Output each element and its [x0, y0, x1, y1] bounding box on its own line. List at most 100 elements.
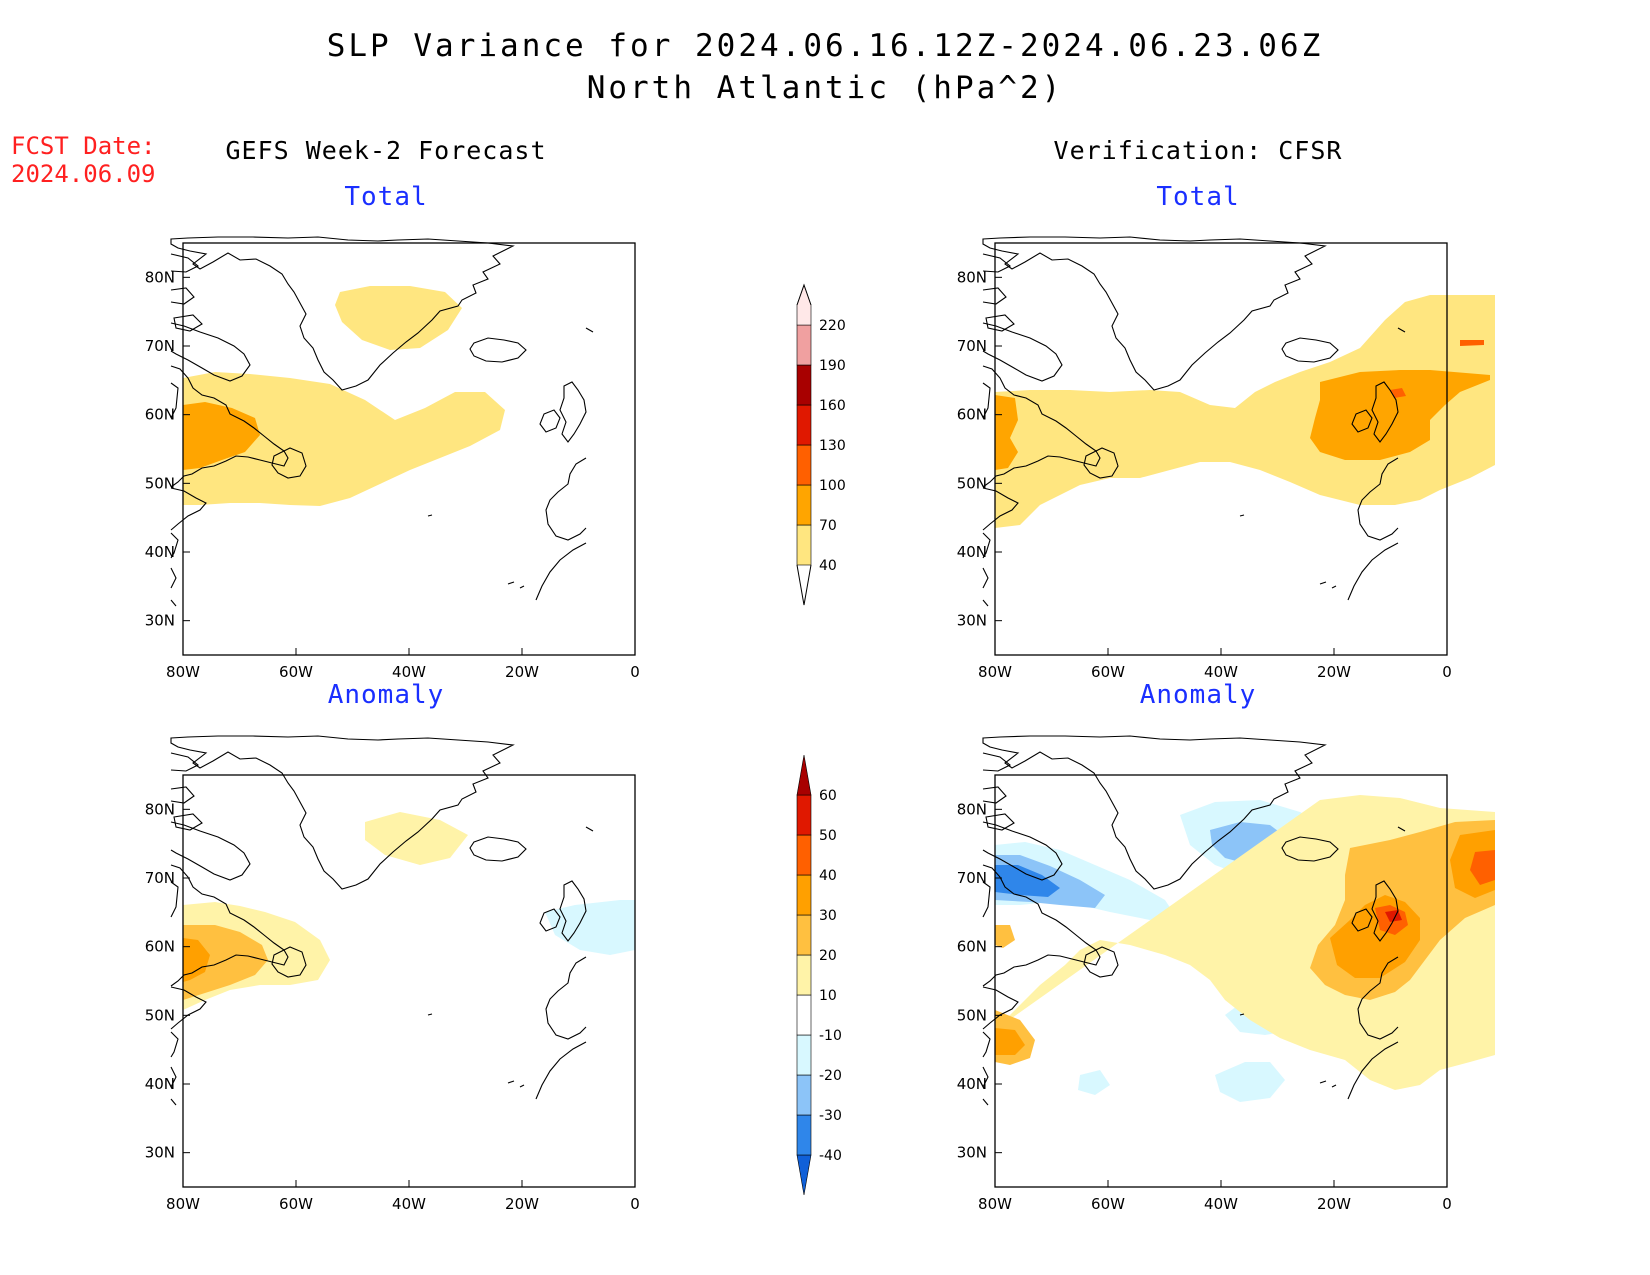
anomaly-colorbar-tick: 40	[819, 868, 837, 884]
verification-total-map	[995, 295, 1495, 528]
verification-total-lon-label: 80W	[978, 663, 1012, 681]
total-colorbar-tick: 40	[819, 558, 837, 574]
anomaly-colorbar-tick: -30	[819, 1108, 842, 1124]
forecast-total-lon-label: 80W	[166, 663, 200, 681]
total-colorbar-bottom-cap	[796, 564, 812, 606]
column-title-forecast: GEFS Week-2 Forecast	[225, 136, 547, 165]
verification-anomaly-lon-label: 0	[1442, 1195, 1452, 1213]
verification-anomaly-label: Anomaly	[1139, 680, 1257, 710]
anomaly-colorbar-tick: 50	[819, 828, 837, 844]
forecast-total-map	[183, 286, 505, 506]
verification-total-lat-label: 30N	[957, 612, 987, 630]
forecast-anomaly-lon-label: 0	[630, 1195, 640, 1213]
figure-title-line1: SLP Variance for 2024.06.16.12Z-2024.06.…	[326, 28, 1324, 64]
verification-anomaly-map	[995, 795, 1495, 1102]
verification-anomaly-lon-label: 60W	[1091, 1195, 1125, 1213]
total-colorbar-bin	[796, 404, 812, 446]
forecast-anomaly-lon-label: 80W	[166, 1195, 200, 1213]
anomaly-colorbar-bin	[796, 1034, 812, 1076]
forecast-total-lat-label: 30N	[145, 612, 175, 630]
anomaly-30-40-contour	[183, 938, 210, 982]
anomaly-minus-10-minus-20-contour	[545, 900, 635, 955]
verification-total-lon-label: 40W	[1204, 663, 1238, 681]
total-colorbar: 40 70 100 130 160 190 220	[796, 283, 846, 606]
total-colorbar-tick: 160	[819, 398, 846, 414]
anomaly-colorbar-tick: -10	[819, 1028, 842, 1044]
total-colorbar-tick: 70	[819, 518, 837, 534]
forecast-total-lat-label: 40N	[145, 543, 175, 561]
variance-100-130-contour	[1390, 340, 1484, 398]
anomaly-colorbar-tick: -40	[819, 1148, 842, 1164]
anomaly-colorbar-bin	[796, 1074, 812, 1116]
forecast-total-lat-label: 60N	[145, 406, 175, 424]
verification-anomaly-lat-label: 70N	[957, 869, 987, 887]
anomaly-colorbar-bin	[796, 994, 812, 1036]
anomaly-colorbar-bin	[796, 914, 812, 956]
forecast-total-lat-label: 80N	[145, 268, 175, 286]
verification-total-lat-label: 50N	[957, 474, 987, 492]
verification-total-lat-label: 80N	[957, 268, 987, 286]
forecast-anomaly-lon-label: 40W	[392, 1195, 426, 1213]
anomaly-minus-30-minus-40-contour	[995, 865, 1060, 897]
total-colorbar-tick: 190	[819, 358, 846, 374]
total-colorbar-bin	[796, 444, 812, 486]
forecast-anomaly-lat-label: 40N	[145, 1075, 175, 1093]
total-colorbar-top-cap	[796, 284, 812, 326]
variance-40-70-contour	[995, 295, 1495, 528]
total-colorbar-tick: 100	[819, 478, 846, 494]
forecast-total-lat-label: 70N	[145, 337, 175, 355]
forecast-total-lon-label: 40W	[392, 663, 426, 681]
forecast-anomaly-label: Anomaly	[327, 680, 445, 710]
total-colorbar-bin	[796, 484, 812, 526]
forecast-anomaly-lat-label: 70N	[145, 869, 175, 887]
anomaly-colorbar-bin	[796, 834, 812, 876]
verification-anomaly-lat-label: 30N	[957, 1144, 987, 1162]
anomaly-colorbar-tick: 10	[819, 988, 837, 1004]
forecast-anomaly-lon-label: 20W	[505, 1195, 539, 1213]
forecast-total-lon-label: 20W	[505, 663, 539, 681]
anomaly-colorbar-tick: 30	[819, 908, 837, 924]
verification-anomaly-lon-label: 20W	[1317, 1195, 1351, 1213]
anomaly-colorbar-bin	[796, 954, 812, 996]
total-colorbar-bin	[796, 324, 812, 366]
total-colorbar-tick: 130	[819, 438, 846, 454]
total-colorbar-bin	[796, 364, 812, 406]
verification-anomaly-lon-label: 80W	[978, 1195, 1012, 1213]
anomaly-colorbar-bin	[796, 1114, 812, 1156]
anomaly-colorbar-tick: 20	[819, 948, 837, 964]
forecast-anomaly-lon-label: 60W	[279, 1195, 313, 1213]
anomaly-colorbar-tick: 60	[819, 788, 837, 804]
verification-total-lat-label: 60N	[957, 406, 987, 424]
forecast-total-label: Total	[344, 182, 428, 212]
forecast-anomaly-lat-label: 60N	[145, 938, 175, 956]
anomaly-colorbar-bin	[796, 794, 812, 836]
forecast-anomaly-lat-label: 30N	[145, 1144, 175, 1162]
fcst-date-label: FCST Date:	[11, 132, 156, 160]
verification-total-lon-label: 0	[1442, 663, 1452, 681]
verification-total-lat-label: 40N	[957, 543, 987, 561]
verification-total-lon-label: 20W	[1317, 663, 1351, 681]
variance-70-100-contour	[995, 370, 1490, 470]
forecast-anomaly-lat-label: 50N	[145, 1006, 175, 1024]
verification-anomaly-lat-label: 40N	[957, 1075, 987, 1093]
variance-40-70-contour	[183, 286, 505, 506]
forecast-total-lon-label: 0	[630, 663, 640, 681]
verification-anomaly-lat-label: 80N	[957, 800, 987, 818]
forecast-total-lon-label: 60W	[279, 663, 313, 681]
anomaly-colorbar-tick: -20	[819, 1068, 842, 1084]
verification-total-lon-label: 60W	[1091, 663, 1125, 681]
figure-title-line2: North Atlantic (hPa^2)	[586, 70, 1064, 106]
total-colorbar-tick: 220	[819, 318, 846, 334]
anomaly-colorbar: -40 -30 -20 -10 10 20 30 40 50 60	[796, 754, 842, 1196]
forecast-total-lat-label: 50N	[145, 474, 175, 492]
forecast-anomaly-map	[183, 812, 635, 1010]
anomaly-colorbar-bottom-cap	[796, 1154, 812, 1196]
forecast-anomaly-lat-label: 80N	[145, 800, 175, 818]
fcst-date-value: 2024.06.09	[11, 160, 156, 188]
verification-anomaly-lon-label: 40W	[1204, 1195, 1238, 1213]
anomaly-colorbar-top-cap	[796, 754, 812, 796]
anomaly-50-60-contour	[1385, 910, 1402, 922]
verification-anomaly-lat-label: 60N	[957, 938, 987, 956]
column-title-verification: Verification: CFSR	[1053, 136, 1343, 165]
verification-total-lat-label: 70N	[957, 337, 987, 355]
